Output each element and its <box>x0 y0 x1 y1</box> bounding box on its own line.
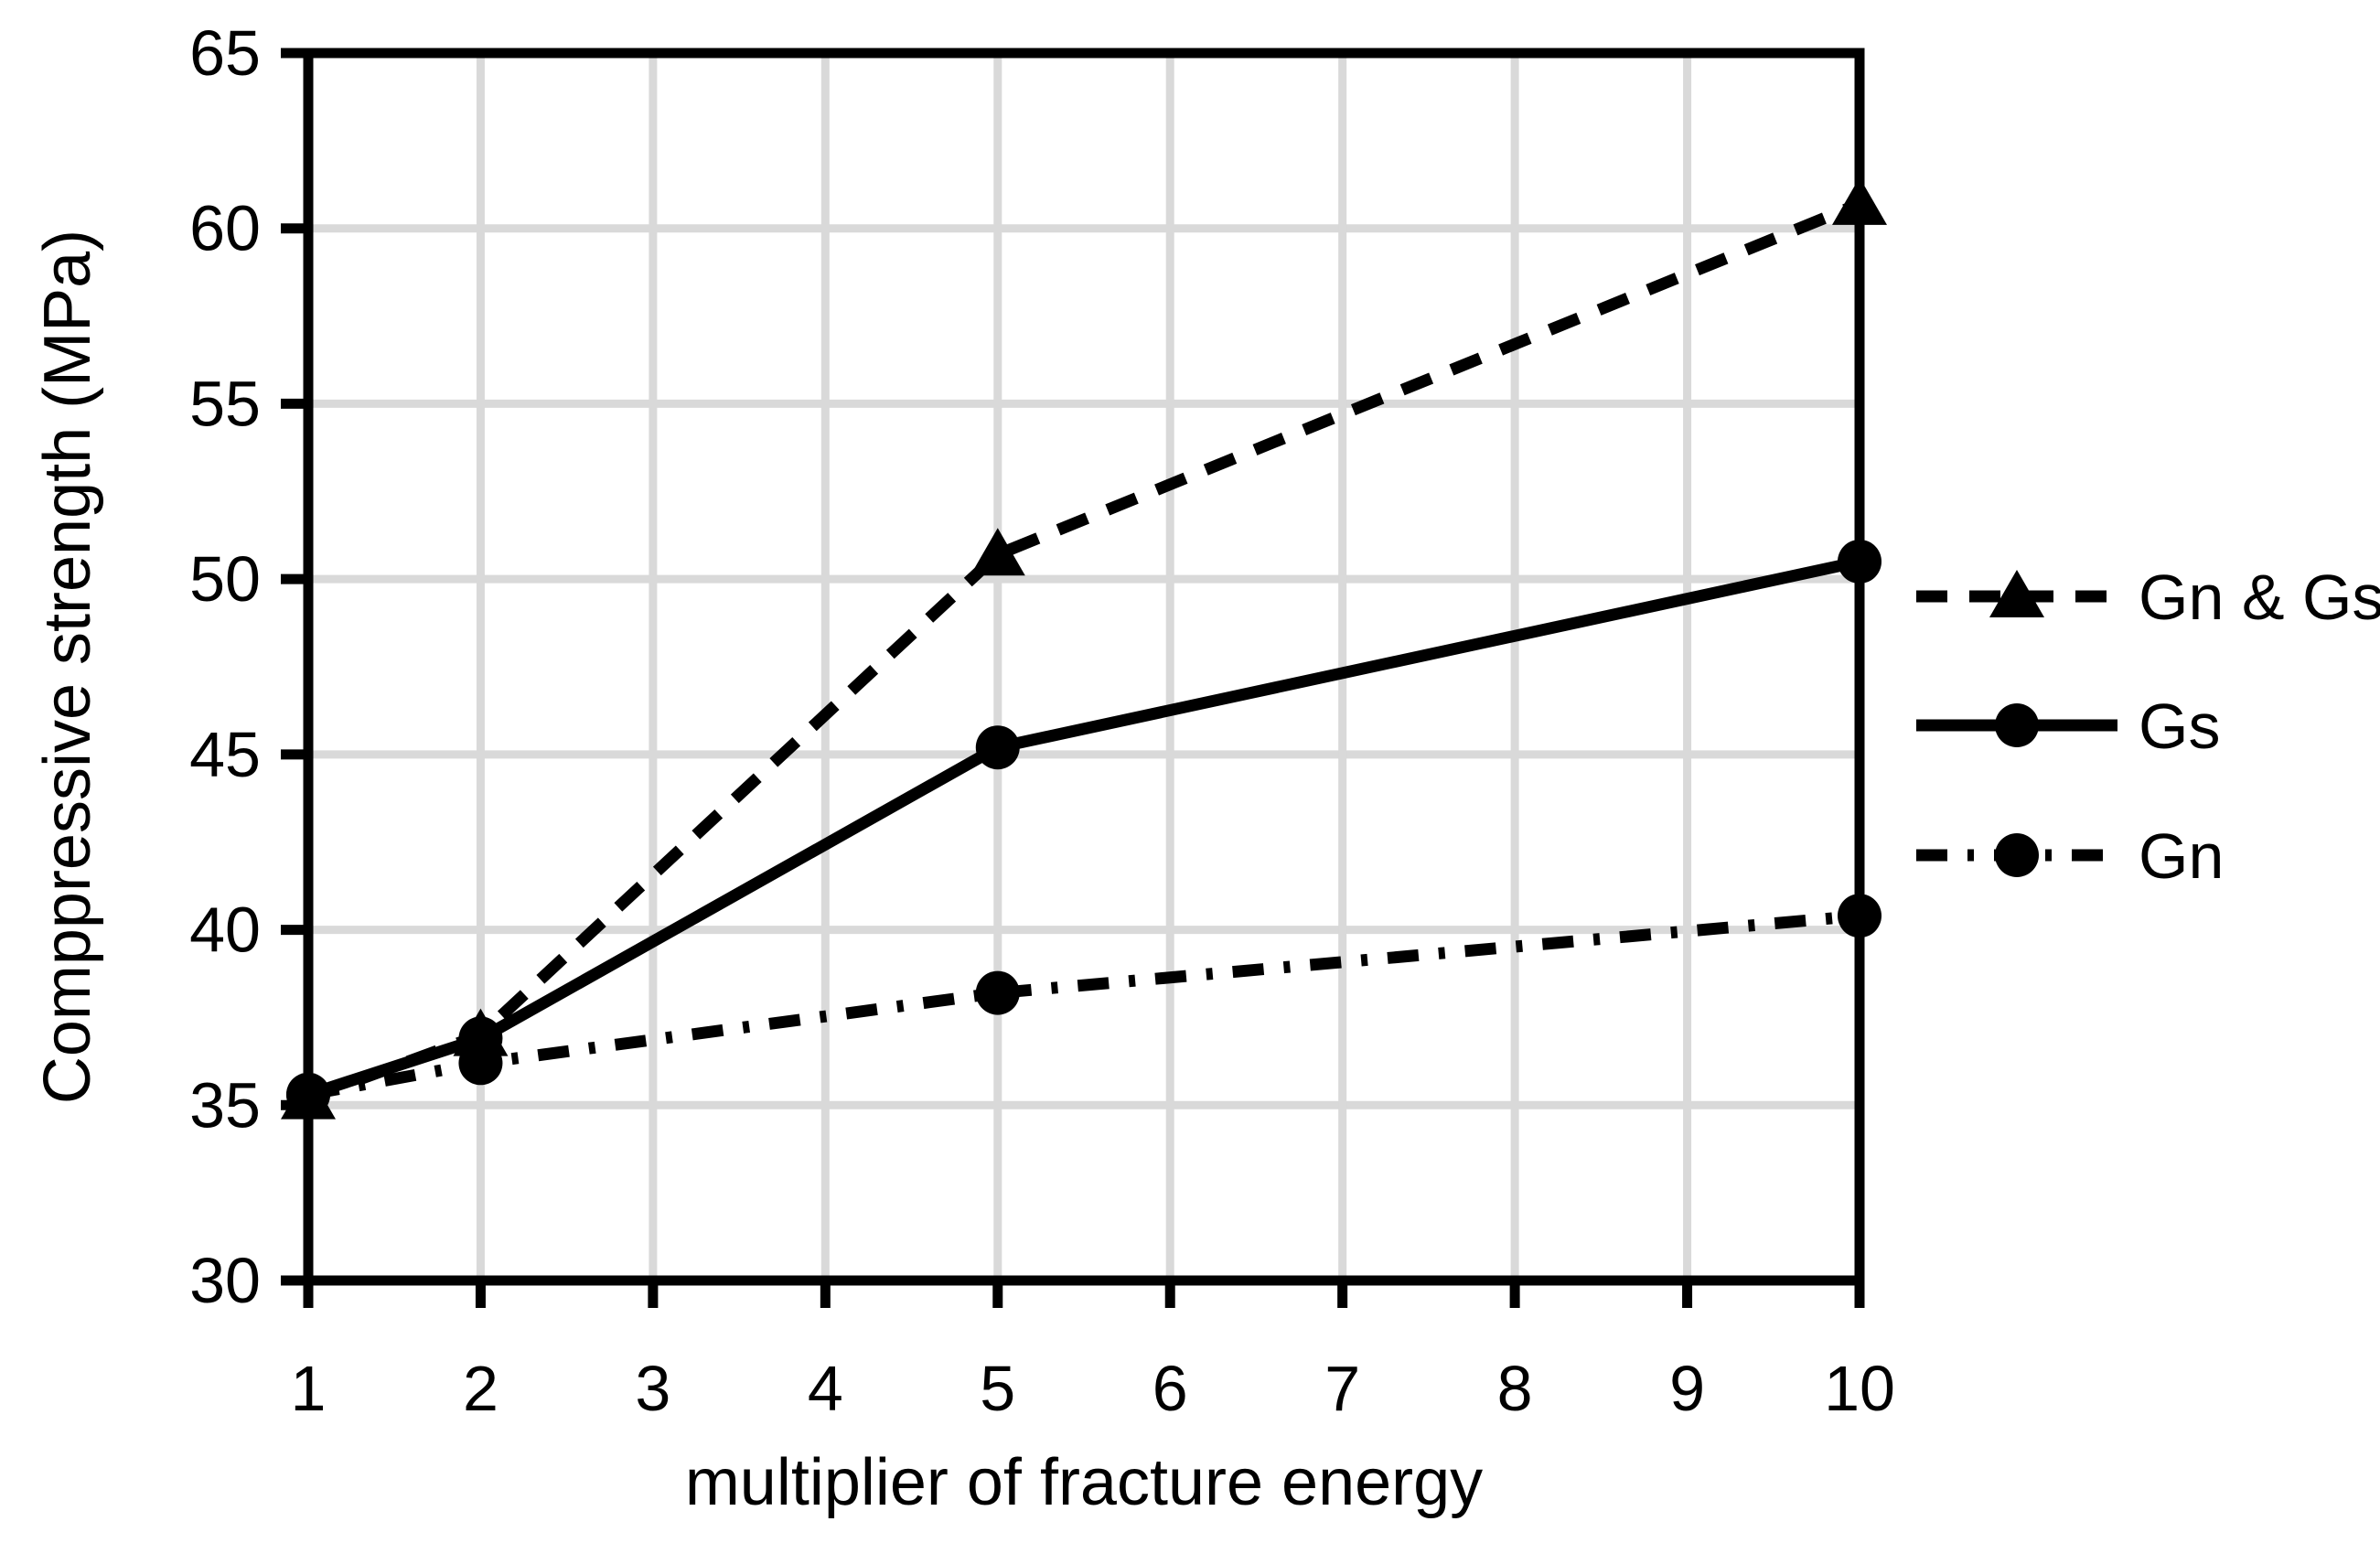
y-tick-label-45: 45 <box>189 719 261 790</box>
x-tick-label-5: 5 <box>980 1353 1015 1424</box>
series-gs <box>286 539 1881 1117</box>
x-tick-label-2: 2 <box>463 1353 499 1424</box>
marker-gn-x5 <box>975 970 1020 1015</box>
legend-marker-gn-gs <box>1989 570 2044 617</box>
marker-gn-x10 <box>1838 894 1881 938</box>
y-tick-label-35: 35 <box>189 1069 261 1141</box>
x-tick-label-1: 1 <box>291 1353 327 1424</box>
x-tick-label-3: 3 <box>635 1353 670 1424</box>
series-gn-gs <box>281 177 1887 1120</box>
x-tick-label-10: 10 <box>1824 1353 1895 1424</box>
legend: Gn & Gs Gs Gn <box>1916 562 2380 892</box>
x-tick-label-7: 7 <box>1324 1353 1360 1424</box>
x-tick-label-8: 8 <box>1497 1353 1533 1424</box>
legend-entry-gs: Gs <box>1916 691 2220 762</box>
y-tick-label-60: 60 <box>189 193 261 264</box>
legend-marker-gs <box>1995 703 2039 747</box>
marker-gn-x2 <box>458 1041 503 1086</box>
x-axis-label: multiplier of fracture energy <box>685 1446 1483 1519</box>
marker-gn-gs-x10 <box>1832 177 1887 225</box>
y-tick-label-30: 30 <box>189 1245 261 1316</box>
series-gn <box>286 894 1881 1117</box>
series-line-gn-gs <box>306 198 1862 1104</box>
legend-label-gs: Gs <box>2139 691 2220 762</box>
legend-entry-gn: Gn <box>1916 820 2224 892</box>
y-tick-label-50: 50 <box>189 543 261 615</box>
x-tick-label-9: 9 <box>1669 1353 1705 1424</box>
y-tick-label-55: 55 <box>189 368 261 439</box>
y-tick-label-65: 65 <box>189 17 261 89</box>
y-axis-label: Comppressive strength (MPa) <box>31 230 104 1104</box>
marker-gn-x1 <box>286 1072 330 1117</box>
y-tick-label-40: 40 <box>189 895 261 966</box>
marker-gs-x10 <box>1838 539 1881 584</box>
marker-gs-x5 <box>975 725 1020 770</box>
x-tick-label-4: 4 <box>808 1353 843 1424</box>
data-series <box>281 177 1887 1120</box>
gridlines <box>308 53 1860 1280</box>
series-line-gn <box>306 909 1860 1101</box>
marker-gn-gs-x5 <box>970 528 1025 576</box>
legend-label-gn-gs: Gn & Gs <box>2139 562 2380 633</box>
legend-marker-gn <box>1995 833 2039 877</box>
plot-border <box>303 48 1865 1286</box>
legend-label-gn: Gn <box>2139 820 2224 892</box>
x-tick-label-6: 6 <box>1152 1353 1188 1424</box>
series-line-gs <box>306 555 1861 1100</box>
legend-entry-gn-gs: Gn & Gs <box>1916 562 2380 633</box>
